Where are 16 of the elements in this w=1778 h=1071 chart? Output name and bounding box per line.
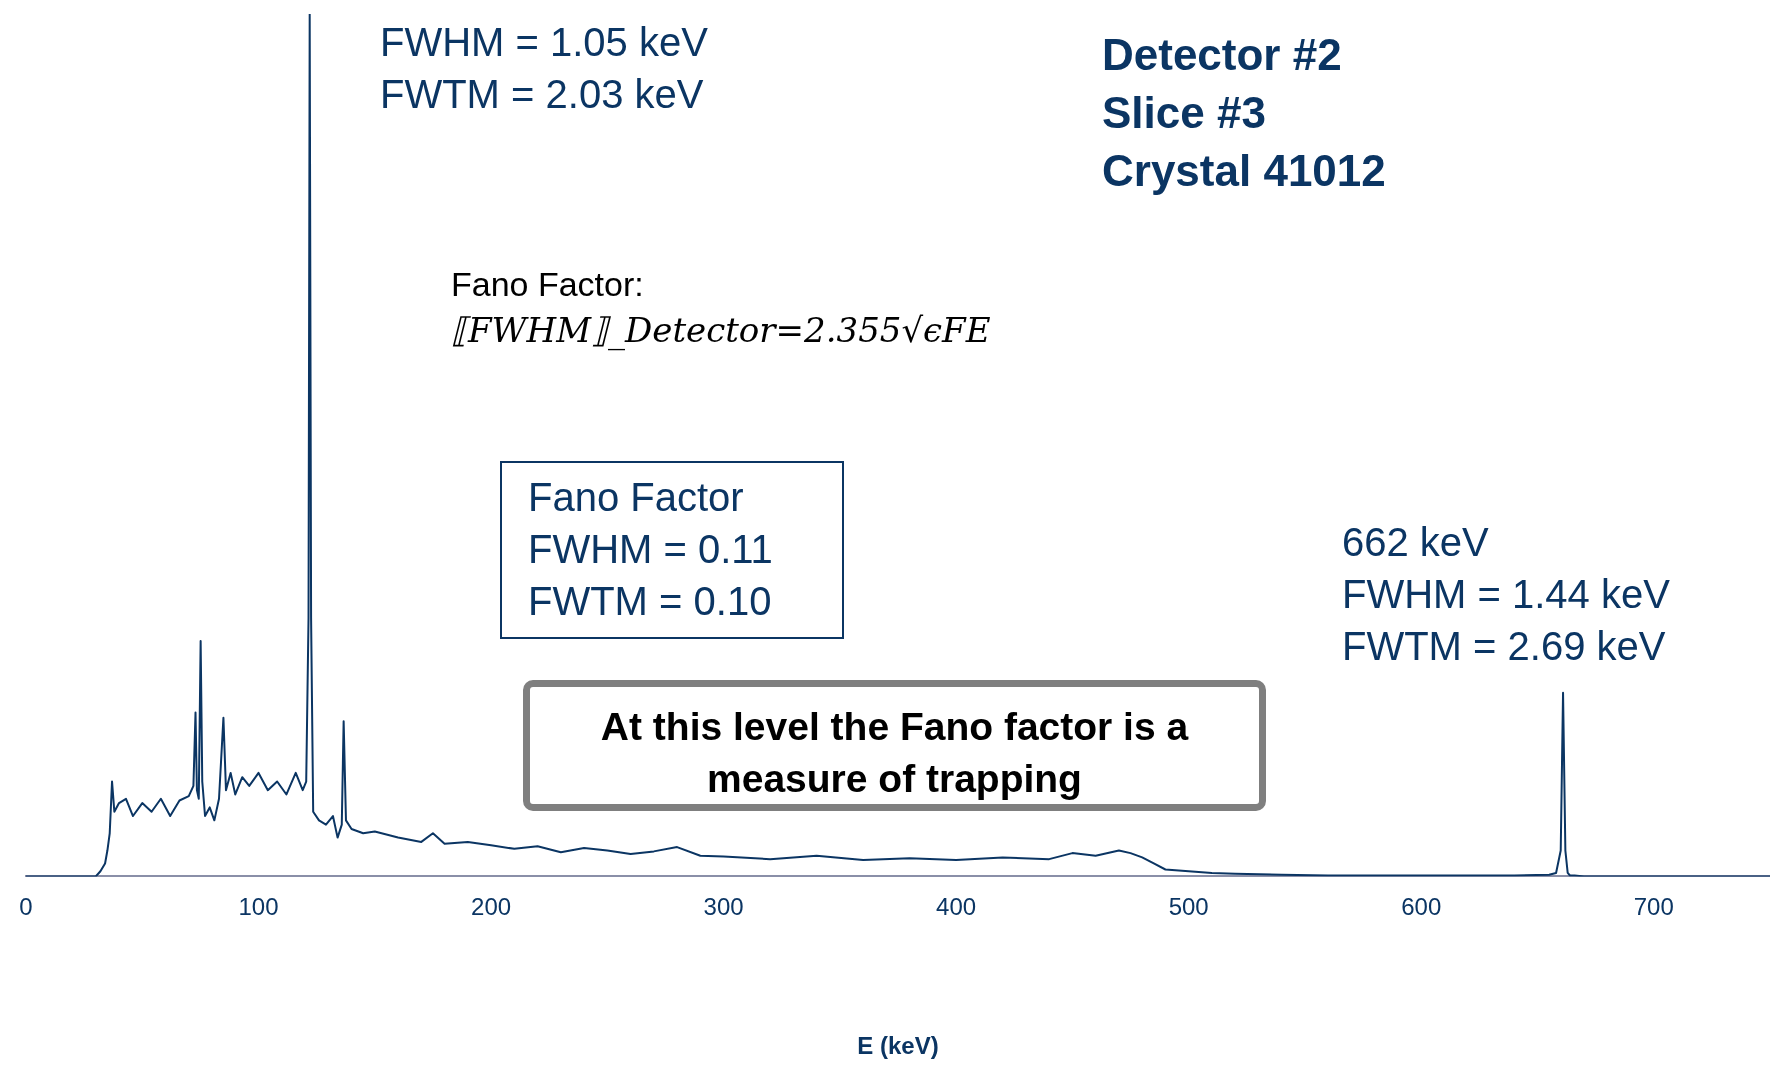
x-axis-title: E (keV)	[857, 1032, 939, 1060]
x-tick-label: 0	[19, 893, 33, 921]
x-tick-label: 600	[1401, 893, 1442, 921]
annotation: 662 keV FWHM = 1.44 keV FWTM = 2.69 keV	[1342, 519, 1670, 670]
x-tick-label: 200	[471, 893, 512, 921]
annotation: ⟦FWHM⟧_Detector=2.355√ϵFE	[451, 309, 991, 353]
x-tick-label: 100	[238, 893, 279, 921]
annotation: Fano Factor:	[451, 264, 644, 305]
x-tick-label: 500	[1168, 893, 1209, 921]
x-tick-label: 300	[703, 893, 744, 921]
annotation: Detector #2 Slice #3 Crystal 41012	[1102, 29, 1386, 197]
x-tick-label: 400	[936, 893, 977, 921]
x-tick-label: 700	[1633, 893, 1674, 921]
annotation: Fano Factor FWHM = 0.11 FWTM = 0.10	[500, 461, 844, 639]
annotation: FWHM = 1.05 keV FWTM = 2.03 keV	[380, 19, 708, 118]
annotation: At this level the Fano factor is a measure of trapping	[523, 680, 1266, 811]
